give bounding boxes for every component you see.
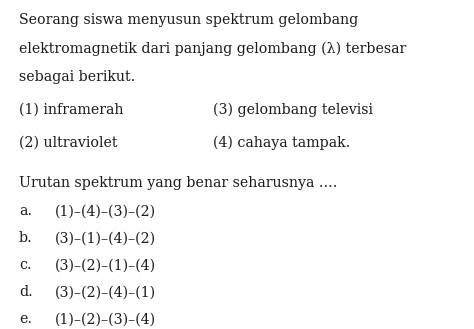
Text: d.: d. [19,285,33,299]
Text: Urutan spektrum yang benar seharusnya ....: Urutan spektrum yang benar seharusnya ..… [19,176,337,190]
Text: (3)–(1)–(4)–(2): (3)–(1)–(4)–(2) [55,231,155,245]
Text: e.: e. [19,312,32,326]
Text: (3)–(2)–(4)–(1): (3)–(2)–(4)–(1) [55,285,155,299]
Text: (1)–(2)–(3)–(4): (1)–(2)–(3)–(4) [55,312,155,326]
Text: (1)–(4)–(3)–(2): (1)–(4)–(3)–(2) [55,204,155,218]
Text: (1) inframerah: (1) inframerah [19,102,123,116]
Text: Seorang siswa menyusun spektrum gelombang: Seorang siswa menyusun spektrum gelomban… [19,13,358,27]
Text: (3) gelombang televisi: (3) gelombang televisi [213,102,374,117]
Text: (4) cahaya tampak.: (4) cahaya tampak. [213,135,351,150]
Text: b.: b. [19,231,33,245]
Text: a.: a. [19,204,32,218]
Text: sebagai berikut.: sebagai berikut. [19,70,135,85]
Text: (2) ultraviolet: (2) ultraviolet [19,135,118,149]
Text: elektromagnetik dari panjang gelombang (λ) terbesar: elektromagnetik dari panjang gelombang (… [19,42,406,56]
Text: c.: c. [19,258,32,272]
Text: (3)–(2)–(1)–(4): (3)–(2)–(1)–(4) [55,258,155,272]
